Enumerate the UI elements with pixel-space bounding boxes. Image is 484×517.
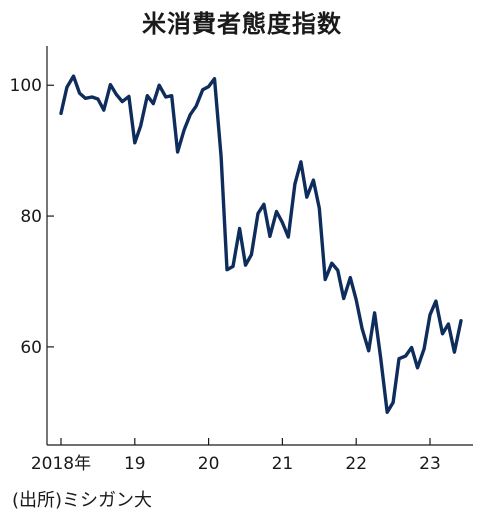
x-tick-labels: 2018年 19 20 21 22 23 [31, 454, 441, 474]
axes [46, 46, 473, 446]
x-tick-label: 23 [419, 454, 441, 474]
x-tick-label: 22 [345, 454, 367, 474]
x-tick-label: 19 [124, 454, 146, 474]
chart-title: 米消費者態度指数 [142, 10, 342, 38]
x-tick-label: 2018年 [31, 454, 91, 474]
source-note: (出所)ミシガン大 [12, 490, 153, 511]
x-tick-label: 21 [272, 454, 294, 474]
y-tick-label: 60 [20, 338, 42, 358]
y-tick-label: 80 [20, 207, 42, 227]
series-line [59, 74, 463, 414]
x-tick-label: 20 [198, 454, 220, 474]
y-tick-label: 100 [10, 76, 42, 96]
y-tick-labels: 100 80 60 [10, 76, 42, 358]
